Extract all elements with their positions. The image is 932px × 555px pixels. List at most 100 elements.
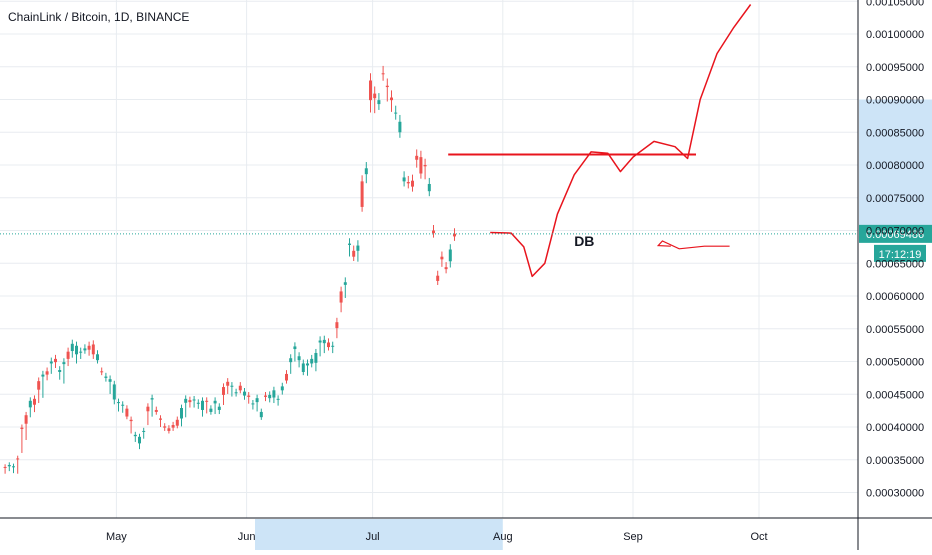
candle-body (133, 434, 137, 437)
candle-body (436, 275, 440, 281)
candle-body (419, 157, 423, 174)
candle-body (339, 291, 343, 303)
candle-body (205, 400, 209, 402)
candle-body (406, 182, 410, 184)
range-highlight (255, 99, 932, 550)
candle-body (352, 250, 356, 257)
candle-body (163, 426, 167, 428)
candle-body (364, 168, 368, 175)
candle-body (297, 356, 301, 361)
candle-body (230, 385, 234, 387)
candle-body (411, 180, 414, 187)
price-tick-label: 0.00035000 (866, 455, 924, 467)
candle-body (196, 402, 200, 404)
candle-body (251, 403, 255, 405)
candle-body (394, 112, 398, 114)
candle-body (75, 345, 78, 355)
candle-body (280, 386, 284, 391)
candle-body (289, 358, 293, 363)
candle-body (171, 425, 175, 428)
candle-body (45, 371, 49, 375)
candle-body (331, 345, 335, 347)
price-tick-label: 0.00040000 (866, 422, 924, 434)
candle-body (373, 93, 377, 99)
candle-body (448, 249, 452, 262)
candle-body (444, 267, 448, 270)
candle-body (226, 381, 230, 386)
chart-title: ChainLink / Bitcoin, 1D, BINANCE (8, 10, 189, 24)
price-tick-label: 0.00095000 (866, 62, 924, 74)
last-price-label: 0.00069486 (866, 229, 924, 241)
candle-body (62, 362, 66, 365)
annotations: DB 0.00069486 17:12:19 (0, 4, 932, 278)
candle-body (108, 379, 112, 382)
countdown-badge (874, 244, 926, 262)
candle-body (369, 80, 372, 101)
time-tick-label: Jul (366, 531, 380, 543)
candle-body (306, 363, 309, 366)
last-price-badge (859, 224, 932, 243)
candle-body (276, 398, 280, 400)
candle-body (192, 399, 196, 401)
candle-body (16, 458, 20, 460)
time-range-highlight (255, 519, 503, 550)
time-tick-label: Sep (623, 531, 643, 543)
candle-body (360, 181, 364, 207)
price-tick-label: 0.00060000 (866, 291, 924, 303)
candle-body (125, 408, 129, 417)
time-tick-label: May (106, 531, 127, 543)
candle-body (259, 411, 263, 418)
candle-body (41, 374, 45, 377)
candle-body (381, 73, 385, 75)
candle-body (217, 406, 221, 410)
labels: 0.00030000 0.00035000 0.00040000 0.00045000… (106, 0, 924, 543)
time-tick-label: Aug (493, 531, 513, 543)
candle-body (335, 322, 339, 329)
candle-body (402, 177, 406, 182)
candle-body (272, 390, 276, 398)
candle-body (356, 245, 360, 251)
candle-body (213, 400, 217, 404)
db-label: DB (574, 233, 594, 249)
candle-body (154, 409, 158, 412)
candle-body (96, 354, 99, 361)
candle-body (24, 415, 28, 424)
candle-body (37, 381, 41, 390)
candle-body (243, 391, 246, 396)
candle-body (150, 398, 154, 400)
candle-body (264, 395, 267, 397)
arrow-annotation (656, 240, 730, 250)
candle-body (322, 339, 326, 344)
candle-body (415, 155, 419, 160)
candle-body (188, 400, 192, 403)
price-tick-label: 0.00070000 (866, 226, 924, 238)
candle-body (159, 418, 162, 420)
candle-body (268, 394, 272, 399)
candle-body (112, 384, 116, 400)
candle-body (293, 346, 297, 350)
candle-body (79, 351, 83, 353)
candle-body (180, 408, 183, 419)
candle-body (87, 345, 91, 350)
candle-body (432, 230, 435, 234)
candle-body (222, 387, 225, 395)
candle-body (66, 351, 70, 359)
candle-body (184, 398, 188, 403)
candle-body (385, 85, 389, 88)
candle-body (209, 408, 213, 412)
candle-body (91, 344, 95, 355)
candle-body (3, 466, 7, 468)
candle-body (238, 385, 242, 391)
candle-body (348, 243, 351, 245)
candle-body (310, 358, 314, 364)
candle-body (423, 165, 427, 167)
candle-body (175, 419, 179, 426)
candle-body (33, 398, 36, 405)
candle-body (201, 400, 204, 410)
candle-body (142, 430, 146, 432)
price-tick-label: 0.00080000 (866, 160, 924, 172)
price-tick-label: 0.00105000 (866, 0, 924, 8)
candle-body (377, 100, 381, 105)
